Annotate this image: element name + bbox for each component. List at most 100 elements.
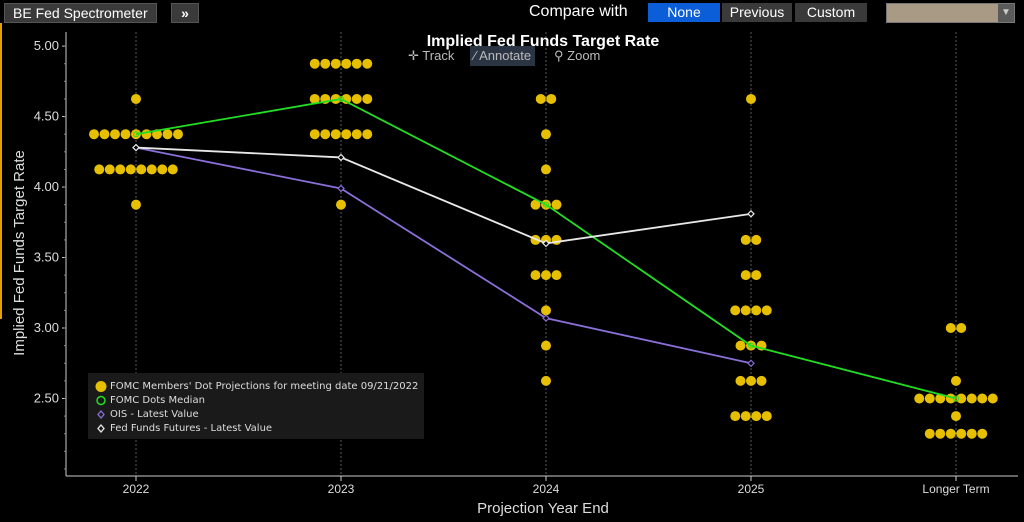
dot-projection <box>966 393 977 404</box>
double-chevron-right-icon[interactable]: » <box>171 3 199 23</box>
dot-projection <box>977 393 988 404</box>
dot-projection <box>730 305 741 316</box>
dot-projection <box>535 93 546 104</box>
futures-line <box>135 146 752 245</box>
series-lines <box>132 95 959 402</box>
left-accent-bar <box>0 23 2 319</box>
annotate-label: Annotate <box>479 48 532 63</box>
annotate-tool[interactable]: ∕ Annotate <box>470 46 536 66</box>
futures-marker <box>132 143 140 152</box>
dot-projections <box>89 58 998 439</box>
median-marker <box>748 342 754 349</box>
x-tick-label: 2024 <box>533 482 560 496</box>
chart-title: Implied Fed Funds Target Rate <box>427 33 660 50</box>
dot-projection <box>761 411 772 422</box>
track-tool[interactable]: ✛ Track <box>404 46 458 66</box>
median-marker <box>133 131 139 138</box>
compare-previous-button[interactable]: Previous <box>722 3 792 22</box>
dot-projection <box>541 270 551 281</box>
median-marker <box>338 95 344 102</box>
legend-label-median: FOMC Dots Median <box>110 395 205 406</box>
dot-projection <box>924 393 935 404</box>
dot-projection <box>136 164 147 175</box>
dot-projection <box>541 129 551 140</box>
zoom-label: Zoom <box>567 48 601 63</box>
dot-projection <box>157 164 168 175</box>
dot-projection <box>735 340 746 351</box>
dot-projection <box>320 129 331 140</box>
dot-projection <box>551 199 562 210</box>
dot-projection <box>99 129 110 140</box>
chevron-down-icon[interactable]: ▼ <box>998 4 1014 22</box>
dot-projection <box>751 234 762 245</box>
median-marker <box>543 201 549 208</box>
dot-projection <box>987 393 998 404</box>
dot-projection <box>551 234 562 245</box>
dot-projection <box>162 129 173 140</box>
pencil-icon: ∕ <box>474 48 477 63</box>
dot-projection <box>131 199 141 210</box>
ois-marker <box>542 314 550 322</box>
dot-projection <box>551 270 562 281</box>
dot-projection <box>951 411 961 422</box>
y-tick-label: 3.50 <box>34 250 59 265</box>
dot-projection <box>924 428 935 439</box>
dot-projection <box>330 129 341 140</box>
compare-label: Compare with <box>529 3 628 20</box>
dot-projection <box>945 323 956 333</box>
dot-projection <box>914 393 925 404</box>
dot-projection <box>740 270 751 281</box>
ois-marker <box>337 184 345 193</box>
dot-projection <box>341 93 352 104</box>
dot-projection <box>740 234 751 245</box>
median-line <box>135 98 957 400</box>
dot-projection <box>167 164 178 175</box>
dot-projection <box>751 270 762 281</box>
crosshair-icon: ✛ <box>408 48 419 63</box>
axes: 2.50 3.00 3.50 4.00 4.50 5.00 2022 2023 2024 2025… <box>34 32 1018 496</box>
dot-projection <box>951 375 961 386</box>
x-tick-label: 2023 <box>328 482 355 496</box>
dot-projection <box>756 375 767 386</box>
ois-line <box>135 146 752 365</box>
dot-projection <box>546 93 557 104</box>
dot-projection <box>966 428 977 439</box>
dot-projection <box>330 58 341 69</box>
dot-projection <box>541 164 551 175</box>
color-select[interactable]: ▼ <box>886 3 1015 23</box>
compare-custom-button[interactable]: Custom <box>795 3 867 22</box>
dot-projection <box>120 129 131 140</box>
ois-marker <box>747 359 755 368</box>
dot-projection <box>131 93 141 104</box>
circle-outline-icon <box>96 395 106 406</box>
legend-label-ois: OIS - Latest Value <box>110 409 199 420</box>
dot-projection <box>110 129 120 140</box>
zoom-tool[interactable]: ⚲ Zoom <box>550 46 604 66</box>
dot-projection <box>320 58 331 69</box>
y-tick-label: 4.50 <box>34 109 59 124</box>
futures-marker <box>337 153 345 162</box>
dot-projection <box>541 375 551 386</box>
y-axis-label: Implied Fed Funds Target Rate <box>11 150 28 356</box>
dot-projection <box>956 428 967 439</box>
dot-projection <box>362 93 373 104</box>
futures-marker <box>747 209 755 218</box>
app-title-button[interactable]: BE Fed Spectrometer <box>4 3 157 23</box>
compare-none-button[interactable]: None <box>648 3 720 22</box>
median-marker <box>953 395 959 402</box>
dot-projection <box>309 93 320 104</box>
futures-marker <box>542 239 550 248</box>
y-tick-label: 5.00 <box>34 38 59 53</box>
y-tick-label: 4.00 <box>34 179 59 194</box>
dot-projection <box>115 164 126 175</box>
dot-projection <box>740 411 751 422</box>
diamond-icon <box>97 410 105 419</box>
diamond-icon <box>97 424 105 433</box>
dot-projection <box>141 129 152 140</box>
chart-tools: ✛ Track ∕ Annotate ⚲ Zoom <box>404 46 610 66</box>
dot-projection <box>945 428 956 439</box>
track-label: Track <box>422 48 455 63</box>
dot-projection <box>761 305 772 316</box>
dot-projection <box>751 411 762 422</box>
top-toolbar: BE Fed Spectrometer » Compare with None … <box>0 0 1024 25</box>
